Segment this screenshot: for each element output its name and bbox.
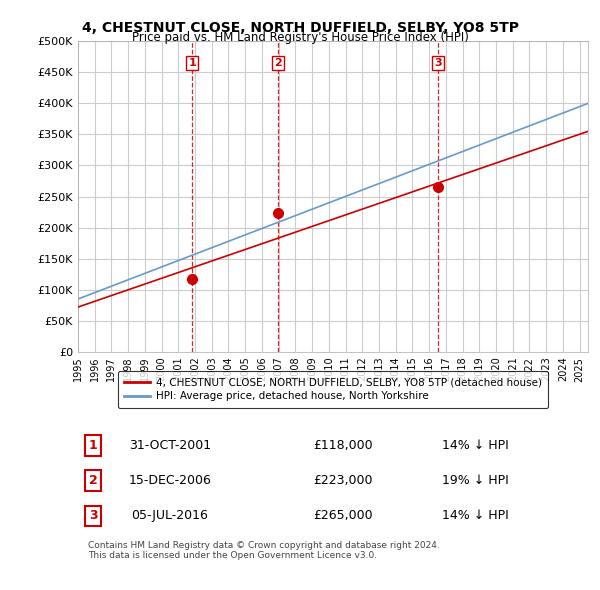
Text: 1: 1	[188, 58, 196, 68]
Text: 15-DEC-2006: 15-DEC-2006	[128, 474, 211, 487]
Text: 19% ↓ HPI: 19% ↓ HPI	[442, 474, 509, 487]
Text: 31-OCT-2001: 31-OCT-2001	[129, 439, 211, 452]
Text: 3: 3	[89, 509, 98, 522]
Text: 14% ↓ HPI: 14% ↓ HPI	[442, 439, 509, 452]
Text: 05-JUL-2016: 05-JUL-2016	[131, 509, 208, 522]
Text: 2: 2	[274, 58, 282, 68]
Text: Price paid vs. HM Land Registry's House Price Index (HPI): Price paid vs. HM Land Registry's House …	[131, 31, 469, 44]
Text: 1: 1	[89, 439, 98, 452]
Text: Contains HM Land Registry data © Crown copyright and database right 2024.
This d: Contains HM Land Registry data © Crown c…	[88, 541, 440, 560]
Text: £118,000: £118,000	[313, 439, 373, 452]
Text: £223,000: £223,000	[313, 474, 373, 487]
Text: £265,000: £265,000	[313, 509, 373, 522]
Text: 14% ↓ HPI: 14% ↓ HPI	[442, 509, 509, 522]
Text: 4, CHESTNUT CLOSE, NORTH DUFFIELD, SELBY, YO8 5TP: 4, CHESTNUT CLOSE, NORTH DUFFIELD, SELBY…	[82, 21, 518, 35]
Text: 3: 3	[434, 58, 442, 68]
Text: 2: 2	[89, 474, 98, 487]
Legend: 4, CHESTNUT CLOSE, NORTH DUFFIELD, SELBY, YO8 5TP (detached house), HPI: Average: 4, CHESTNUT CLOSE, NORTH DUFFIELD, SELBY…	[118, 371, 548, 408]
